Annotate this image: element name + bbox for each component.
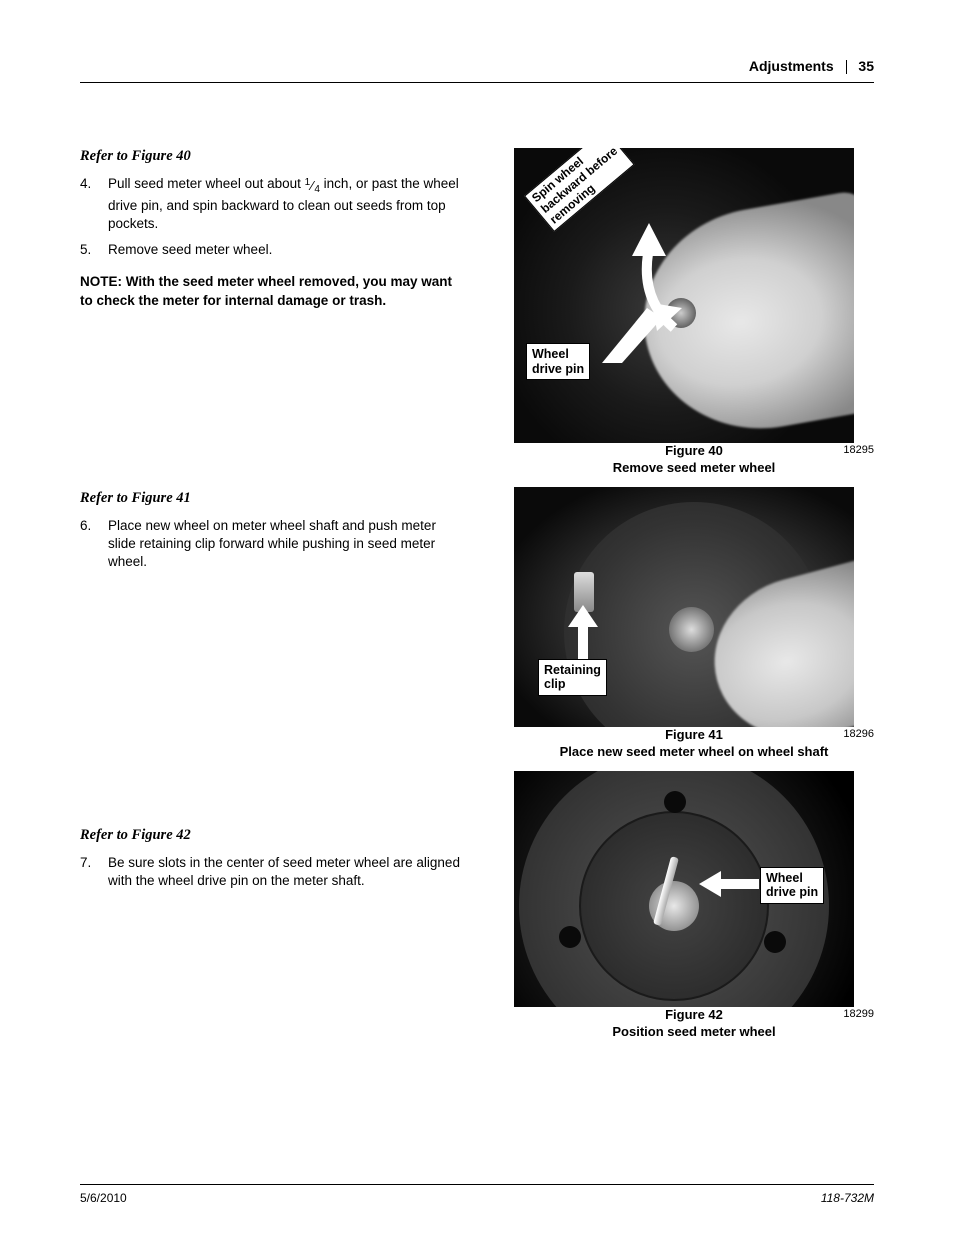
fraction: 1⁄4 [305,176,320,197]
step-number: 5. [80,241,108,259]
figure-40-caption: 18295 Figure 40 Remove seed meter wheel [514,443,874,477]
figure-41-image: Retaining clip [514,487,854,727]
step-text: Remove seed meter wheel. [108,241,460,259]
page-header: Adjustments 35 [80,58,874,83]
figure-40: Spin wheel backward before removing Whee… [514,148,874,477]
image-number: 18295 [843,443,874,457]
instruction-block-1: Refer to Figure 40 4. Pull seed meter wh… [80,148,460,310]
callout-wheel-drive-pin: Wheel drive pin [760,867,824,904]
step-text: Place new wheel on meter wheel shaft and… [108,517,460,572]
step-number: 6. [80,517,108,572]
step-number: 4. [80,175,108,233]
note-text: NOTE: With the seed meter wheel removed,… [80,273,460,309]
image-number: 18299 [843,1007,874,1021]
image-number: 18296 [843,727,874,741]
arrow-icon [602,303,682,363]
instruction-block-3: Refer to Figure 42 7. Be sure slots in t… [80,827,460,890]
step-item: 4. Pull seed meter wheel out about 1⁄4 i… [80,175,460,233]
figure-41-caption: 18296 Figure 41 Place new seed meter whe… [514,727,874,761]
footer-date: 5/6/2010 [80,1191,127,1205]
footer-doc-number: 118-732M [821,1191,874,1205]
figure-42-image: Wheel drive pin [514,771,854,1007]
figure-title: Place new seed meter wheel on wheel shaf… [560,744,829,759]
instruction-block-2: Refer to Figure 41 6. Place new wheel on… [80,490,460,572]
arrow-icon [699,871,759,897]
figure-title: Position seed meter wheel [612,1024,775,1039]
step-text: Pull seed meter wheel out about 1⁄4 inch… [108,175,460,233]
figure-label: Figure 42 [665,1007,723,1022]
figure-label: Figure 41 [665,727,723,742]
figure-42-caption: 18299 Figure 42 Position seed meter whee… [514,1007,874,1041]
figure-label: Figure 40 [665,443,723,458]
figure-41: Retaining clip 18296 Figure 41 Place new… [514,487,874,761]
page-footer: 5/6/2010 118-732M [80,1184,874,1205]
callout-retaining-clip: Retaining clip [538,659,607,696]
page-number: 35 [858,58,874,74]
step-item: 5. Remove seed meter wheel. [80,241,460,259]
figure-title: Remove seed meter wheel [613,460,776,475]
header-separator [846,60,847,74]
step-number: 7. [80,854,108,890]
ref-heading: Refer to Figure 40 [80,148,460,165]
ref-heading: Refer to Figure 41 [80,490,460,507]
figure-40-image: Spin wheel backward before removing Whee… [514,148,854,443]
step-item: 6. Place new wheel on meter wheel shaft … [80,517,460,572]
figure-42: Wheel drive pin 18299 Figure 42 Position… [514,771,874,1041]
step-text: Be sure slots in the center of seed mete… [108,854,460,890]
ref-heading: Refer to Figure 42 [80,827,460,844]
callout-wheel-drive-pin: Wheel drive pin [526,343,590,380]
step-item: 7. Be sure slots in the center of seed m… [80,854,460,890]
section-name: Adjustments [749,58,834,74]
arrow-icon [568,605,598,660]
